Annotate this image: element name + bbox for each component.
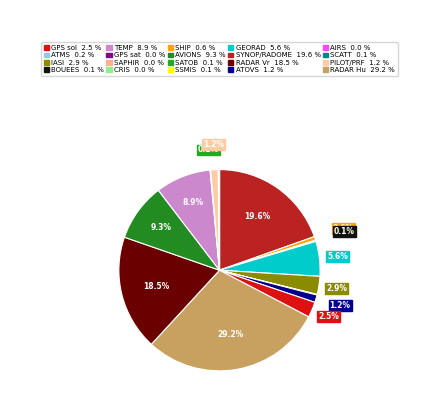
Text: 2.9%: 2.9% [325, 284, 346, 293]
Text: 18.5%: 18.5% [143, 282, 169, 291]
Text: 0.2%: 0.2% [0, 410, 1, 411]
Wedge shape [124, 190, 219, 270]
Wedge shape [219, 270, 316, 295]
Text: 8.9%: 8.9% [182, 198, 203, 207]
Wedge shape [209, 170, 219, 270]
Wedge shape [219, 241, 319, 276]
Legend: GPS sol  2.5 %, ATMS  0.2 %, IASI  2.9 %, BOUEES  0.1 %, TEMP  8.9 %, GPS sat  0: GPS sol 2.5 %, ATMS 0.2 %, IASI 2.9 %, B… [41, 42, 397, 76]
Wedge shape [219, 241, 315, 270]
Wedge shape [219, 270, 319, 294]
Text: 0.1%: 0.1% [333, 227, 354, 236]
Text: 0.1%: 0.1% [198, 145, 219, 155]
Wedge shape [151, 270, 308, 371]
Text: 1.2%: 1.2% [329, 301, 350, 310]
Text: 9.3%: 9.3% [150, 223, 171, 232]
Text: 19.6%: 19.6% [244, 212, 270, 221]
Text: 2.5%: 2.5% [318, 312, 339, 321]
Text: 29.2%: 29.2% [217, 330, 243, 339]
Wedge shape [158, 170, 219, 270]
Text: 0.1%: 0.1% [0, 410, 1, 411]
Wedge shape [210, 170, 219, 270]
Wedge shape [219, 240, 315, 270]
Wedge shape [219, 237, 315, 270]
Wedge shape [219, 170, 314, 270]
Text: 5.6%: 5.6% [326, 252, 347, 261]
Wedge shape [219, 270, 314, 317]
Wedge shape [119, 237, 219, 344]
Text: 1.2%: 1.2% [202, 140, 223, 149]
Wedge shape [219, 270, 316, 302]
Wedge shape [218, 170, 219, 270]
Text: 0.1%: 0.1% [0, 410, 1, 411]
Text: 0.6%: 0.6% [332, 224, 353, 233]
